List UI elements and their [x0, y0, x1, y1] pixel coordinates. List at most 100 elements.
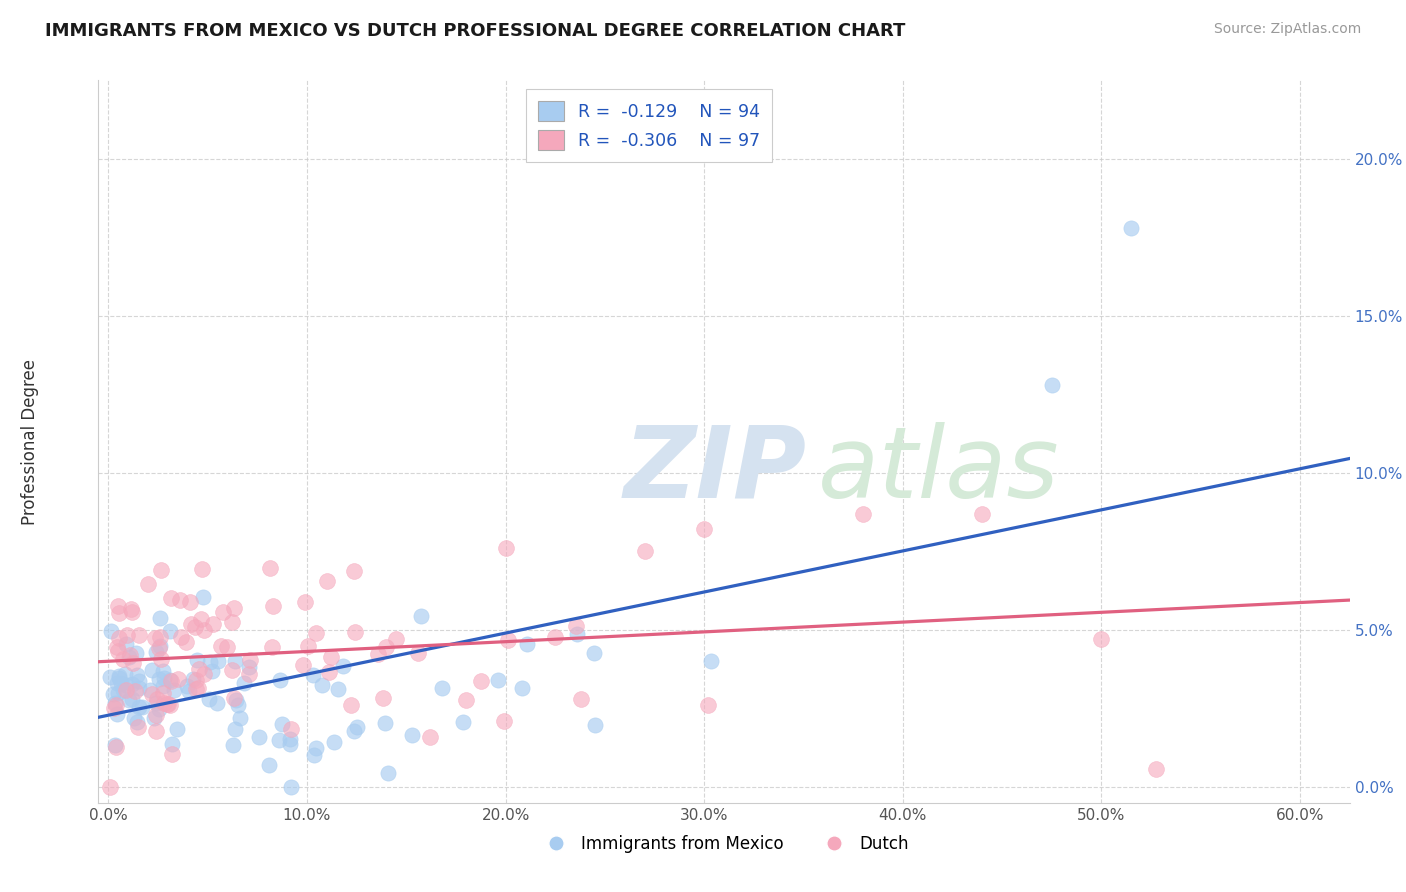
- Point: [247, 730, 270, 744]
- Point: [201, 617, 224, 632]
- Point: [385, 632, 408, 647]
- Point: [107, 706, 129, 721]
- Point: [103, 687, 125, 701]
- Point: [239, 653, 262, 667]
- Point: [118, 649, 141, 664]
- Point: [145, 723, 167, 738]
- Point: [121, 691, 143, 706]
- Point: [141, 664, 163, 678]
- Point: [280, 723, 302, 737]
- Point: [495, 541, 517, 556]
- Point: [222, 690, 245, 705]
- Point: [377, 765, 399, 780]
- Point: [205, 696, 228, 710]
- Point: [373, 690, 395, 705]
- Point: [367, 647, 389, 661]
- Point: [486, 673, 509, 687]
- Point: [294, 595, 316, 609]
- Point: [131, 699, 153, 714]
- Point: [160, 674, 183, 689]
- Point: [257, 758, 280, 772]
- Point: [149, 652, 172, 666]
- Point: [186, 653, 208, 667]
- Point: [153, 696, 176, 710]
- Point: [375, 640, 398, 654]
- Point: [107, 599, 129, 613]
- Point: [343, 723, 366, 738]
- Point: [305, 626, 328, 640]
- Point: [187, 681, 209, 695]
- Point: [209, 639, 232, 653]
- Point: [145, 645, 167, 659]
- Point: [259, 561, 281, 575]
- Point: [184, 620, 207, 634]
- Point: [125, 668, 148, 682]
- Point: [318, 665, 340, 680]
- Point: [107, 644, 129, 658]
- Point: [343, 624, 366, 639]
- Point: [121, 677, 143, 691]
- Text: IMMIGRANTS FROM MEXICO VS DUTCH PROFESSIONAL DEGREE CORRELATION CHART: IMMIGRANTS FROM MEXICO VS DUTCH PROFESSI…: [45, 22, 905, 40]
- Point: [302, 668, 325, 682]
- Point: [411, 609, 433, 624]
- Point: [280, 780, 302, 794]
- Point: [430, 681, 453, 696]
- Text: Professional Degree: Professional Degree: [21, 359, 38, 524]
- Point: [271, 717, 294, 731]
- Point: [169, 592, 191, 607]
- Point: [693, 523, 716, 537]
- Point: [193, 623, 215, 637]
- Point: [127, 719, 149, 733]
- Point: [233, 676, 256, 690]
- Point: [184, 673, 207, 688]
- Point: [193, 591, 215, 605]
- Point: [125, 646, 148, 660]
- Point: [201, 665, 224, 679]
- Point: [267, 733, 290, 747]
- Point: [401, 728, 423, 742]
- Point: [225, 693, 247, 707]
- Point: [152, 679, 174, 693]
- Point: [128, 681, 150, 695]
- Point: [118, 692, 141, 706]
- Point: [212, 605, 235, 619]
- Point: [516, 637, 538, 651]
- Point: [190, 612, 212, 626]
- Point: [346, 720, 368, 734]
- Point: [492, 714, 515, 729]
- Point: [197, 692, 219, 706]
- Point: [326, 682, 349, 697]
- Point: [224, 654, 246, 668]
- Point: [176, 679, 198, 693]
- Point: [111, 652, 134, 666]
- Point: [107, 686, 129, 700]
- Point: [177, 683, 200, 698]
- Point: [148, 640, 170, 655]
- Point: [162, 683, 184, 698]
- Point: [108, 669, 131, 683]
- Point: [105, 640, 128, 654]
- Point: [98, 670, 121, 684]
- Point: [105, 676, 128, 690]
- Point: [149, 611, 172, 625]
- Point: [159, 698, 181, 713]
- Point: [114, 667, 136, 681]
- Point: [322, 735, 344, 749]
- Text: Source: ZipAtlas.com: Source: ZipAtlas.com: [1213, 22, 1361, 37]
- Point: [302, 748, 325, 763]
- Point: [184, 682, 207, 697]
- Point: [633, 544, 655, 558]
- Point: [565, 627, 588, 641]
- Point: [162, 747, 184, 761]
- Point: [319, 650, 342, 665]
- Point: [221, 663, 243, 677]
- Point: [105, 739, 128, 754]
- Point: [332, 659, 354, 673]
- Point: [222, 738, 245, 752]
- Point: [149, 630, 172, 644]
- Point: [700, 654, 723, 668]
- Point: [148, 672, 170, 686]
- Point: [145, 692, 167, 706]
- Point: [451, 714, 474, 729]
- Point: [191, 562, 214, 576]
